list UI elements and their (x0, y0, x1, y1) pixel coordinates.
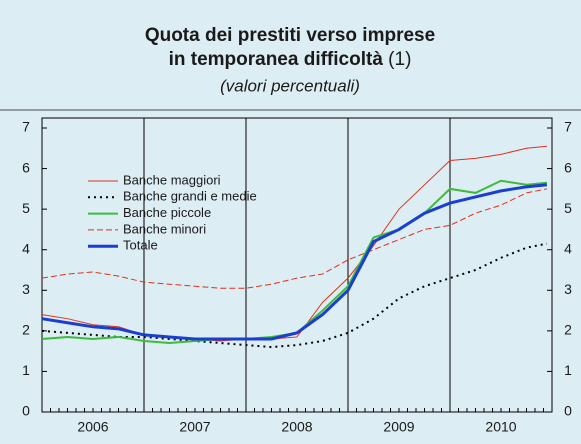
x-tick-label: 2007 (179, 419, 210, 435)
y2-tick-label: 1 (564, 362, 572, 378)
legend-label: Banche piccole (123, 205, 211, 220)
legend-label: Banche grandi e medie (123, 189, 257, 204)
x-tick-label: 2010 (485, 419, 516, 435)
y2-tick-label: 7 (564, 119, 572, 135)
y-tick-label: 4 (22, 240, 30, 256)
legend-label: Totale (123, 238, 158, 253)
series-line (41, 242, 548, 349)
y2-tick-label: 5 (564, 200, 572, 216)
y-tick-label: 5 (22, 200, 30, 216)
chart-title-line: in temporanea difficoltà (169, 49, 384, 70)
x-tick-label: 2009 (383, 419, 414, 435)
y2-tick-label: 6 (564, 159, 572, 175)
plot-area (41, 117, 553, 413)
y-tick-label: 7 (22, 119, 30, 135)
series-line (41, 183, 548, 341)
x-tick-label: 2006 (77, 419, 108, 435)
y2-tick-label: 3 (564, 281, 572, 297)
y2-tick-label: 0 (564, 403, 572, 419)
x-tick-label: 2008 (281, 419, 312, 435)
y2-tick-label: 4 (564, 240, 572, 256)
series-line (41, 188, 547, 289)
y2-tick-label: 2 (564, 322, 572, 338)
y-tick-label: 6 (22, 159, 30, 175)
y-tick-label: 2 (22, 322, 30, 338)
legend-label: Banche minori (123, 221, 206, 236)
title-note: (1) (388, 49, 411, 70)
chart-title: Quota dei prestiti verso imprese (145, 25, 435, 46)
chart-subtitle: (valori percentuali) (220, 76, 360, 95)
y-tick-label: 3 (22, 281, 30, 297)
legend-label: Banche maggiori (123, 172, 221, 187)
y-tick-label: 0 (22, 403, 30, 419)
chart-title: in temporanea difficoltà (1) (169, 49, 412, 70)
y-tick-label: 1 (22, 362, 30, 378)
